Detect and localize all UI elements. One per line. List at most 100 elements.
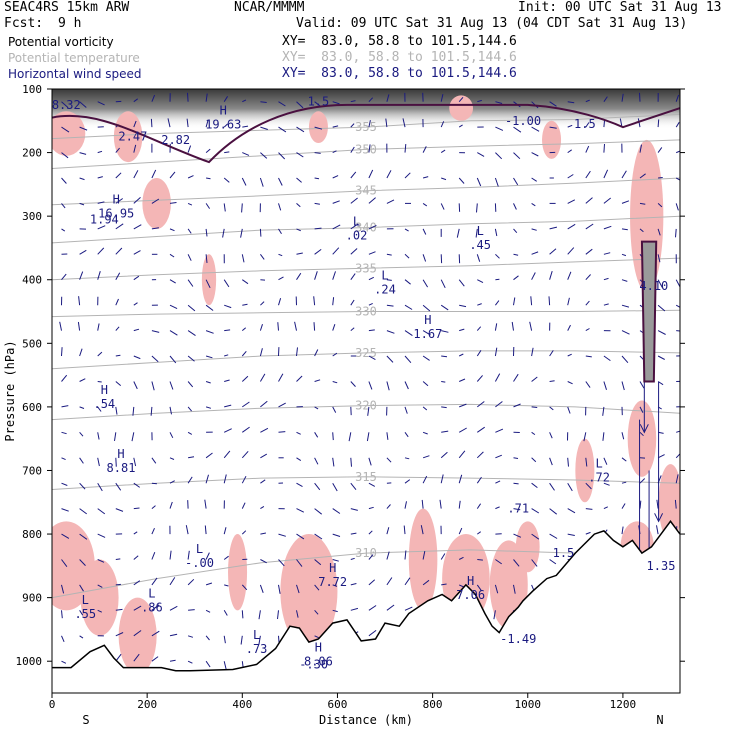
extremum-value: 8.81 xyxy=(107,461,136,475)
wind-vector xyxy=(133,507,140,510)
contour-value-label: 2.47 xyxy=(118,130,147,144)
contour-value-label: 1.5 xyxy=(553,546,575,560)
wind-vector xyxy=(187,330,196,337)
wind-vector xyxy=(585,508,593,510)
wind-vector xyxy=(404,381,409,390)
wind-vector xyxy=(422,304,431,312)
wind-vector xyxy=(242,125,249,128)
wind-vector xyxy=(549,226,558,230)
wind-vector xyxy=(385,118,388,128)
wind-vector xyxy=(187,406,192,412)
wind-vector xyxy=(531,406,538,408)
wind-vector xyxy=(332,271,336,280)
wind-vector xyxy=(368,355,376,361)
wind-vector xyxy=(187,431,193,435)
pv-positive-region xyxy=(142,178,171,229)
wind-vector xyxy=(169,659,176,662)
wind-vector xyxy=(422,279,429,288)
wind-vector xyxy=(223,555,229,560)
wind-vector xyxy=(639,92,641,102)
wind-vector xyxy=(585,482,592,490)
wind-vector xyxy=(97,101,105,106)
wind-vector xyxy=(404,172,411,179)
wind-vector xyxy=(549,101,557,107)
wind-vector xyxy=(169,550,172,560)
extremum-letter: H xyxy=(113,192,120,206)
wind-vector xyxy=(296,482,303,488)
wind-vector xyxy=(585,457,588,467)
wind-vector xyxy=(133,197,141,204)
wind-vector xyxy=(621,228,628,231)
wind-vector xyxy=(240,228,243,238)
wind-vector xyxy=(441,430,449,433)
wind-vector xyxy=(224,379,230,382)
wind-vector xyxy=(657,304,666,312)
wind-vector xyxy=(368,630,377,637)
wind-vector xyxy=(278,276,284,281)
wind-vector xyxy=(61,508,69,512)
wind-vector xyxy=(602,406,605,416)
contour-value-label: 2.82 xyxy=(161,133,190,147)
wind-vector xyxy=(676,150,680,154)
wind-vector xyxy=(603,169,609,179)
wind-vector xyxy=(441,406,447,409)
wind-vector xyxy=(187,476,193,484)
wind-vector xyxy=(332,508,341,514)
wind-vector xyxy=(314,559,322,566)
wind-vector xyxy=(621,503,626,509)
wind-vector xyxy=(477,559,483,561)
wind-vector xyxy=(549,350,554,357)
wind-vector xyxy=(241,475,247,484)
theta-contour-label: 310 xyxy=(355,546,377,560)
wind-vector xyxy=(477,426,485,433)
wind-vector xyxy=(459,403,467,408)
x-tick-label: 0 xyxy=(49,698,56,711)
wind-vector xyxy=(621,481,627,484)
wind-vector xyxy=(314,177,320,180)
wind-vector xyxy=(458,450,466,459)
wind-vector xyxy=(205,660,211,668)
legend-pt-name: Potential temperature xyxy=(8,51,140,65)
wind-vector xyxy=(531,559,538,567)
legend-ws-xy: XY= 83.0, 58.8 to 101.5,144.6 xyxy=(282,66,517,81)
extremum-value: 16.95 xyxy=(98,206,134,220)
wind-vector xyxy=(223,203,226,212)
wind-vector xyxy=(549,559,557,565)
wind-vector xyxy=(458,474,463,484)
wind-vector xyxy=(296,559,303,567)
wind-vector xyxy=(531,533,540,540)
wind-vector xyxy=(420,525,424,535)
wind-vector xyxy=(332,406,337,413)
wind-vector xyxy=(513,253,519,256)
wind-vector xyxy=(386,304,394,307)
wind-vector xyxy=(133,224,142,230)
wind-vector xyxy=(132,406,135,416)
wind-vector xyxy=(513,373,519,382)
wind-vector xyxy=(224,404,232,408)
wind-vector xyxy=(422,579,430,586)
header-fcst-label: Fcst: xyxy=(4,16,44,31)
y-tick-label: 900 xyxy=(22,592,42,605)
y-tick-label: 800 xyxy=(22,528,42,541)
theta-contour-label: 350 xyxy=(355,142,377,156)
wind-vector xyxy=(61,152,69,159)
wind-vector xyxy=(621,457,627,462)
wind-vector xyxy=(332,559,339,562)
extremum-value: -.00 xyxy=(185,556,214,570)
wind-vector xyxy=(567,406,571,414)
wind-vector xyxy=(223,527,227,535)
wind-vector xyxy=(476,451,484,459)
wind-vector xyxy=(386,199,395,204)
wind-vector xyxy=(476,326,482,331)
wind-vector xyxy=(151,198,160,204)
wind-vector xyxy=(621,381,625,391)
wind-vector xyxy=(133,98,138,103)
contour-value-label: 8.32 xyxy=(52,98,81,112)
wind-vector xyxy=(97,508,106,515)
wind-vector xyxy=(567,353,572,357)
pv-positive-region xyxy=(515,521,540,573)
wind-vector xyxy=(368,120,371,128)
wind-vector xyxy=(456,228,460,238)
wind-vector xyxy=(493,610,496,620)
wind-vector xyxy=(278,126,287,133)
